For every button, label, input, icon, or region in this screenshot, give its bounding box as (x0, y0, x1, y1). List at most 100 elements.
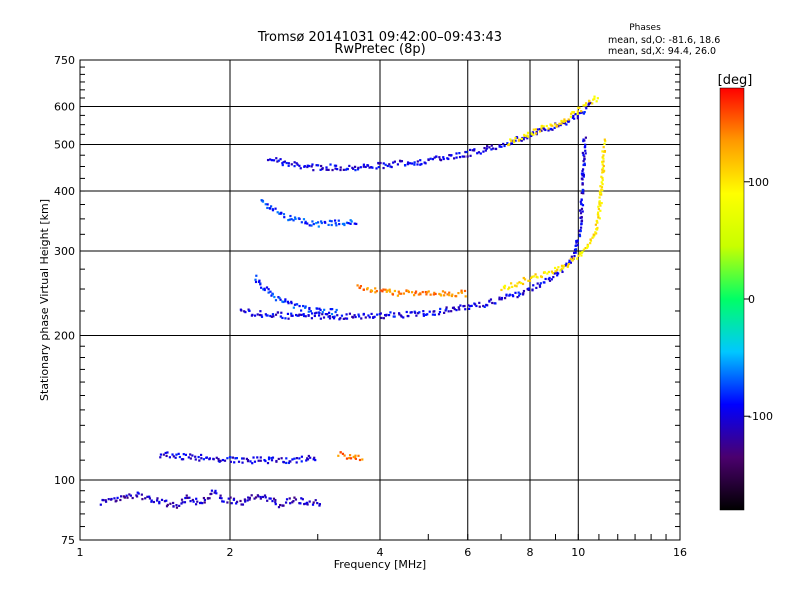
data-point (581, 111, 584, 114)
data-point (484, 149, 487, 152)
data-point (188, 496, 191, 499)
data-point (278, 212, 281, 215)
data-point (574, 113, 577, 116)
data-point (538, 285, 542, 288)
data-point (450, 310, 453, 313)
data-point (292, 219, 295, 222)
data-point (409, 311, 412, 314)
data-point (509, 138, 512, 141)
data-point (239, 499, 242, 503)
data-point (196, 500, 199, 503)
data-point (219, 494, 222, 497)
data-point (304, 305, 307, 308)
data-point (189, 500, 192, 503)
data-point (458, 308, 461, 311)
data-point (587, 103, 590, 106)
data-point (550, 127, 553, 131)
data-point (460, 291, 464, 294)
y-tick-label: 75 (61, 534, 75, 547)
data-point (384, 163, 387, 166)
data-point (455, 152, 458, 155)
data-point (343, 223, 346, 227)
data-point (448, 154, 451, 157)
data-point (331, 315, 334, 319)
data-point (519, 292, 522, 295)
data-point (503, 284, 507, 287)
data-point (289, 502, 292, 505)
data-point (573, 251, 576, 255)
data-point (485, 147, 488, 150)
data-point (313, 312, 317, 315)
data-point (302, 313, 305, 316)
data-point (601, 178, 604, 182)
data-point (300, 497, 303, 500)
data-point (282, 161, 285, 164)
data-point (326, 313, 329, 316)
data-point (460, 289, 463, 292)
data-point (303, 165, 306, 168)
data-point (279, 158, 282, 161)
data-point (584, 102, 588, 105)
data-point (323, 308, 326, 311)
data-point (259, 310, 262, 313)
data-point (511, 285, 514, 289)
data-point (540, 127, 543, 130)
data-point (300, 221, 303, 224)
data-point (256, 313, 259, 316)
data-point (274, 503, 277, 506)
data-point (577, 254, 580, 257)
data-point (553, 126, 556, 129)
data-point (339, 168, 342, 172)
data-point (240, 503, 243, 506)
data-point (374, 291, 377, 294)
data-point (416, 163, 419, 166)
data-point (379, 289, 382, 292)
data-point (458, 155, 462, 159)
data-point (580, 215, 583, 219)
data-point (544, 277, 547, 281)
data-point (353, 456, 357, 459)
data-point (368, 166, 371, 169)
data-point (592, 98, 595, 101)
data-point (158, 500, 161, 504)
data-point (197, 455, 200, 459)
data-point (347, 222, 350, 225)
data-point (113, 497, 116, 500)
data-point (510, 282, 513, 285)
data-point (582, 104, 585, 107)
data-point (271, 293, 274, 296)
data-point (582, 159, 585, 163)
data-point (281, 162, 284, 165)
data-point (375, 167, 378, 170)
data-point (180, 458, 184, 461)
data-point (580, 203, 583, 206)
data-point (433, 291, 436, 294)
data-point (320, 164, 323, 168)
data-point (281, 163, 284, 167)
data-point (556, 274, 559, 277)
data-point (558, 122, 561, 125)
data-point (598, 200, 601, 203)
data-point (601, 150, 604, 153)
data-point (351, 316, 355, 319)
data-point (346, 167, 349, 170)
data-point (435, 155, 438, 158)
data-point (552, 275, 555, 279)
data-point (291, 458, 294, 461)
data-point (429, 157, 432, 160)
data-point (469, 154, 472, 157)
data-point (582, 163, 585, 166)
data-point (259, 282, 262, 285)
data-point (450, 294, 453, 298)
data-point (227, 497, 230, 500)
data-point (200, 453, 203, 457)
data-point (231, 456, 235, 459)
data-point (345, 313, 348, 316)
data-point (580, 191, 583, 195)
data-point (397, 290, 400, 293)
data-point (327, 168, 330, 171)
data-point (527, 279, 530, 282)
data-point (406, 161, 410, 164)
data-point (584, 152, 587, 155)
data-point (266, 314, 269, 317)
